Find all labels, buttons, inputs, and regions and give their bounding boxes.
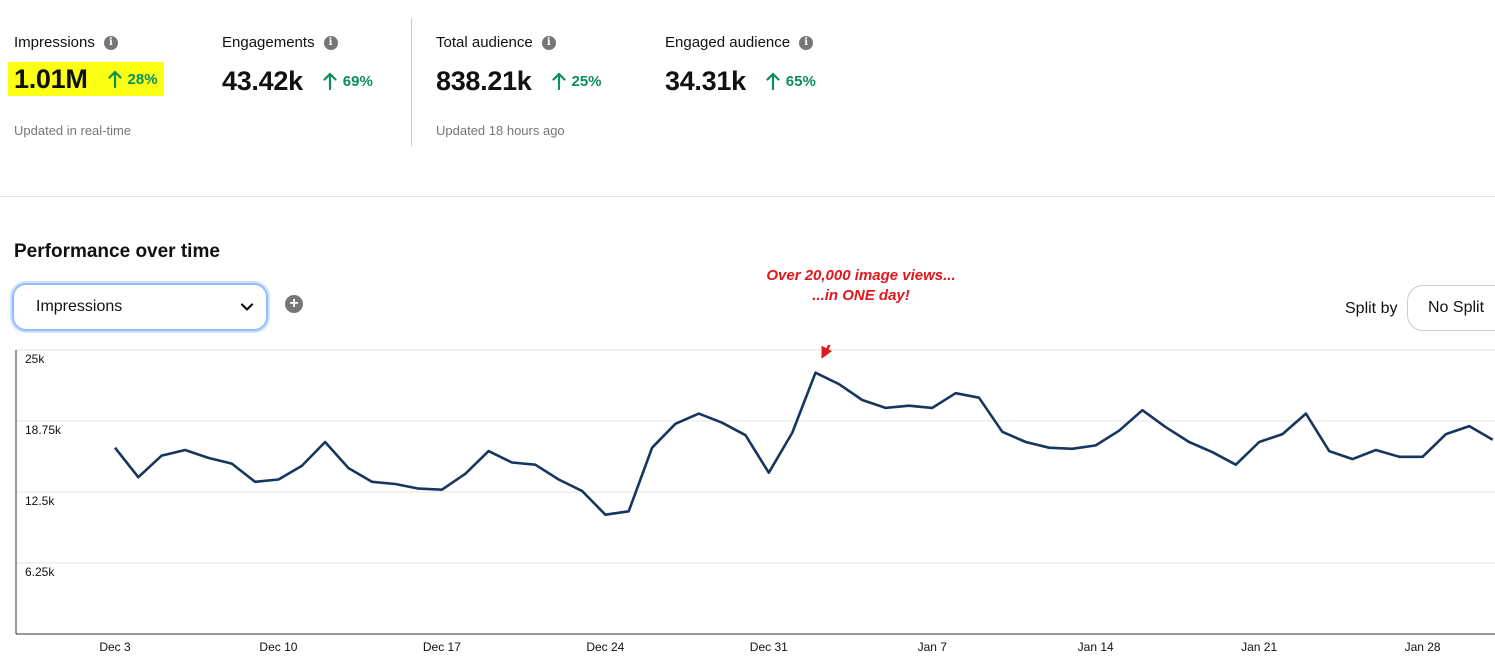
metric-engaged-audience-label: Engaged audience [665,34,791,51]
metric-label: Engagements i [222,34,338,51]
annotation-arrow-shaft [824,345,831,354]
x-tick-label: Jan 7 [918,640,948,654]
metric-change: 28% [107,70,158,88]
arrow-up-icon [551,72,566,90]
section-title: Performance over time [14,241,220,262]
metric-engaged-audience-change: 65% [785,72,816,90]
metric-select-value: Impressions [36,298,123,315]
annotation-arrow-head [821,345,833,359]
metric-total-audience-value: 838.21k [436,65,532,96]
x-tick-label: Dec 31 [750,640,788,654]
arrow-up-icon [323,72,337,90]
arrow-up-icon [766,72,780,90]
x-tick-label: Jan 21 [1241,640,1277,654]
metric-engaged-audience-value: 34.31k [665,65,746,96]
metric-impressions-change: 28% [127,70,158,88]
y-tick-label: 25k [25,352,45,366]
metric-value-row: 43.42k 69% [222,62,373,100]
metric-engagements-value: 43.42k [222,65,303,96]
y-tick-label: 18.75k [25,423,62,437]
metric-value-row: 838.21k 25% [436,62,602,100]
metric-label: Engaged audience i [665,34,814,51]
x-tick-label: Jan 28 [1405,640,1441,654]
chart-annotation: Over 20,000 image views... ...in ONE day… [731,266,991,306]
x-tick-label: Dec 24 [586,640,624,654]
info-icon[interactable]: i [541,35,556,50]
metric-change: 65% [766,72,816,90]
metrics-divider [411,18,412,146]
metric-change: 69% [323,72,373,90]
annotation-line-1: Over 20,000 image views... [766,267,956,284]
metric-impressions-label: Impressions [14,34,95,51]
x-tick-label: Dec 17 [423,640,461,654]
split-by-select[interactable]: No Split [1407,285,1495,331]
info-icon[interactable]: i [799,35,814,50]
annotation-line-2: ...in ONE day! [812,287,910,304]
info-icon[interactable]: i [323,35,338,50]
split-by-label: Split by [1345,300,1398,317]
metric-engagements-label: Engagements [222,34,315,51]
info-icon[interactable]: i [103,35,118,50]
performance-chart: 6.25k 12.5k 18.75k 25k Dec 3 Dec 10 Dec 17 Dec … [15,345,1495,654]
x-tick-label: Jan 14 [1078,640,1114,654]
metric-change: 25% [551,72,602,90]
metric-label: Total audience i [436,34,556,51]
updated-audience-text: Updated 18 hours ago [436,123,565,138]
metric-label: Impressions i [14,34,118,51]
metric-total-audience-change: 25% [571,72,602,90]
updated-realtime-text: Updated in real-time [14,123,132,138]
y-tick-label: 6.25k [25,565,55,579]
arrow-up-icon [107,70,122,88]
section-divider [0,196,1495,197]
x-tick-label: Dec 10 [259,640,297,654]
metric-value-row: 34.31k 65% [665,62,816,100]
metric-engagements-change: 69% [342,72,373,90]
chevron-down-icon [240,303,254,311]
series-line-impressions [113,371,1494,516]
metric-select[interactable]: Impressions [12,283,268,331]
metric-total-audience-label: Total audience [436,34,533,51]
metric-impressions-value: 1.01M [14,63,88,94]
plus-circle-icon[interactable]: + [285,295,303,313]
x-tick-label: Dec 3 [99,640,131,654]
y-tick-label: 12.5k [25,494,55,508]
metric-value-row: 1.01M 28% [8,62,164,96]
